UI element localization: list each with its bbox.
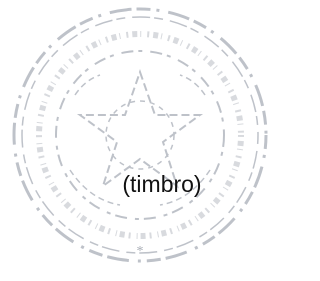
seal-star-mark: * [137,244,144,259]
seal-ring [22,17,258,253]
seal: * [14,9,266,261]
stamp-image: * (timbro) [0,0,275,281]
seal-lettering [39,34,241,236]
stamp-label: (timbro) [122,171,201,197]
seal-outer-ring [14,9,266,261]
page: * (timbro) (() => { const data = JSON.pa… [0,0,275,281]
